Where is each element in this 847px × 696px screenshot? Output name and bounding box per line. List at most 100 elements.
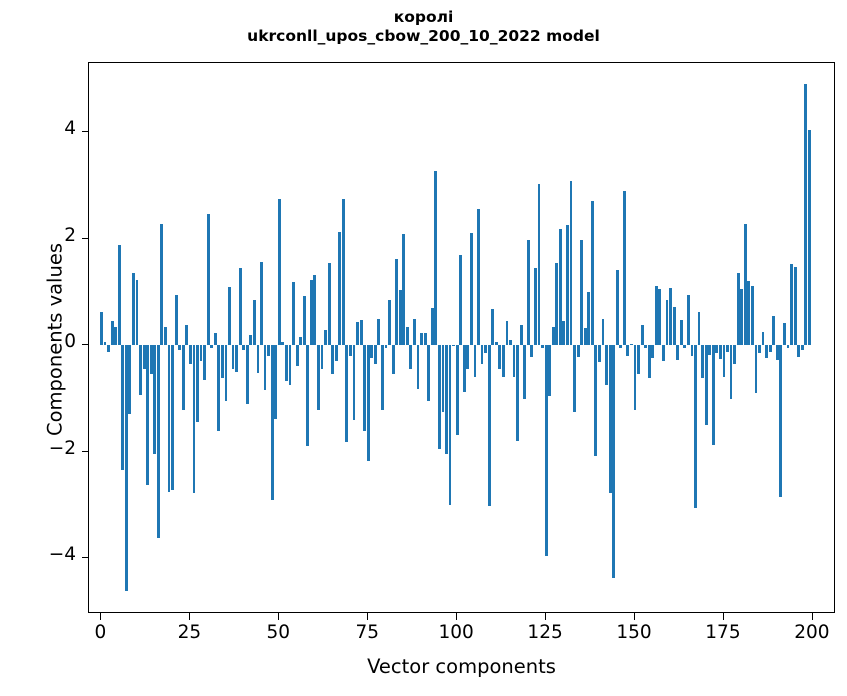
bar [324, 330, 327, 346]
bar [320, 345, 324, 370]
bar [701, 345, 705, 379]
bar [352, 345, 356, 420]
bar [217, 345, 221, 432]
bar [718, 345, 722, 359]
bar [477, 208, 480, 346]
bar [612, 345, 616, 579]
bar [594, 345, 598, 456]
x-tick-label: 25 [177, 622, 202, 643]
bar [231, 345, 235, 370]
bar [743, 223, 747, 346]
bar [356, 322, 359, 346]
bar [366, 345, 370, 462]
bar [149, 345, 153, 375]
y-tick-mark [81, 237, 88, 239]
x-tick-mark [811, 613, 813, 620]
bar [484, 345, 488, 354]
bar [683, 345, 687, 349]
bar [637, 345, 640, 375]
bar [605, 345, 608, 386]
bar [786, 345, 790, 348]
x-tick-mark [189, 613, 191, 620]
bar [690, 345, 694, 356]
bar [114, 326, 118, 346]
x-axis-label: Vector components [367, 655, 556, 678]
bar [188, 345, 192, 364]
x-tick-mark [545, 613, 547, 620]
bar [686, 295, 690, 346]
bar [395, 258, 399, 346]
bar [455, 345, 459, 435]
bar [573, 345, 576, 412]
x-tick-mark [100, 613, 102, 620]
bar [640, 324, 644, 346]
bar [526, 239, 530, 346]
bar [210, 345, 214, 348]
bar [790, 264, 793, 346]
bar [252, 299, 256, 346]
bar [363, 345, 367, 432]
bar [302, 296, 306, 346]
x-tick-mark [278, 613, 280, 620]
bar [800, 345, 804, 351]
bar [206, 214, 210, 346]
bar [242, 345, 246, 351]
bar [615, 269, 619, 346]
bar [409, 345, 413, 370]
bar [736, 272, 740, 346]
bar [658, 289, 662, 346]
bar [587, 291, 591, 346]
bar [601, 318, 605, 346]
bar [124, 345, 128, 592]
bar-series [89, 63, 834, 612]
bar [630, 344, 633, 346]
y-tick-label: 4 [64, 118, 76, 140]
bar [405, 326, 409, 346]
bar [402, 234, 406, 346]
bar [722, 345, 726, 378]
bar [135, 280, 139, 346]
y-axis-label: Components values [43, 243, 67, 436]
x-tick-mark [722, 613, 724, 620]
bar [768, 345, 772, 352]
bar [761, 332, 765, 346]
bar [729, 345, 733, 400]
y-tick-label: −4 [48, 544, 76, 566]
bar [185, 324, 189, 346]
bar [715, 345, 719, 354]
bar [676, 345, 680, 361]
bar [469, 233, 473, 346]
chart-title: королі ukrconll_upos_cbow_200_10_2022 mo… [0, 8, 847, 47]
bar [334, 345, 338, 362]
bar [196, 345, 199, 423]
bar [274, 345, 278, 419]
bar [772, 315, 776, 346]
bar [619, 345, 623, 348]
bar [558, 229, 562, 346]
bar [708, 345, 712, 355]
bar [213, 333, 217, 346]
bar [295, 345, 299, 367]
bar [694, 345, 697, 508]
bar [117, 245, 121, 346]
bar [203, 345, 207, 380]
bar [665, 299, 669, 346]
bar [651, 345, 655, 359]
x-tick-label: 150 [616, 622, 652, 643]
bar [178, 345, 182, 351]
bar [199, 345, 203, 362]
bar [519, 324, 523, 346]
bar [153, 345, 157, 455]
bar [292, 282, 295, 346]
bar [580, 239, 584, 346]
x-tick-label: 200 [794, 622, 830, 643]
bar [775, 345, 779, 361]
x-tick-label: 100 [438, 622, 474, 643]
y-tick-mark [81, 344, 88, 346]
bar [146, 345, 150, 485]
y-tick-mark [81, 131, 88, 133]
x-tick-label: 50 [266, 622, 291, 643]
bar [100, 312, 103, 346]
bar [583, 328, 587, 346]
